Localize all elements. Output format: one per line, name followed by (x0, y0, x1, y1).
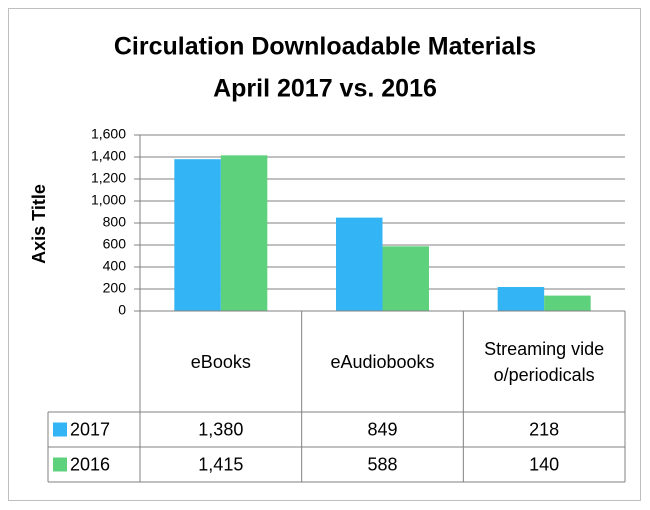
y-tick-label: 1,200 (91, 170, 126, 186)
y-axis-title: Axis Title (29, 184, 49, 264)
category-label: eBooks (190, 351, 251, 372)
legend-label: 2017 (70, 419, 110, 439)
bar (497, 287, 545, 311)
bar (544, 295, 591, 311)
bar (382, 246, 429, 311)
y-tick-label: 1,000 (91, 192, 126, 208)
y-tick-label: 0 (118, 302, 126, 318)
table-value: 588 (367, 454, 397, 474)
category-label: eAudiobooks (330, 351, 435, 372)
bar (220, 155, 268, 311)
chart-title: Circulation Downloadable Materials (114, 33, 536, 61)
y-tick-label: 800 (103, 214, 127, 230)
bar (174, 159, 221, 311)
chart-title: April 2017 vs. 2016 (213, 75, 437, 103)
legend-key (53, 457, 67, 472)
y-tick-label: 600 (103, 236, 127, 252)
legend-key (53, 422, 67, 437)
table-value: 1,415 (198, 454, 243, 474)
y-tick-label: 1,400 (91, 148, 126, 164)
table-value: 218 (529, 419, 559, 439)
table-value: 140 (529, 454, 559, 474)
bar (336, 217, 383, 311)
table-value: 1,380 (198, 419, 243, 439)
legend-label: 2016 (70, 454, 110, 474)
table-value: 849 (367, 419, 397, 439)
chart-border (8, 8, 641, 501)
y-tick-label: 400 (103, 258, 127, 274)
y-tick-label: 1,600 (91, 126, 126, 142)
category-label: Streaming video/periodicals (484, 338, 605, 385)
y-tick-label: 200 (103, 280, 127, 296)
